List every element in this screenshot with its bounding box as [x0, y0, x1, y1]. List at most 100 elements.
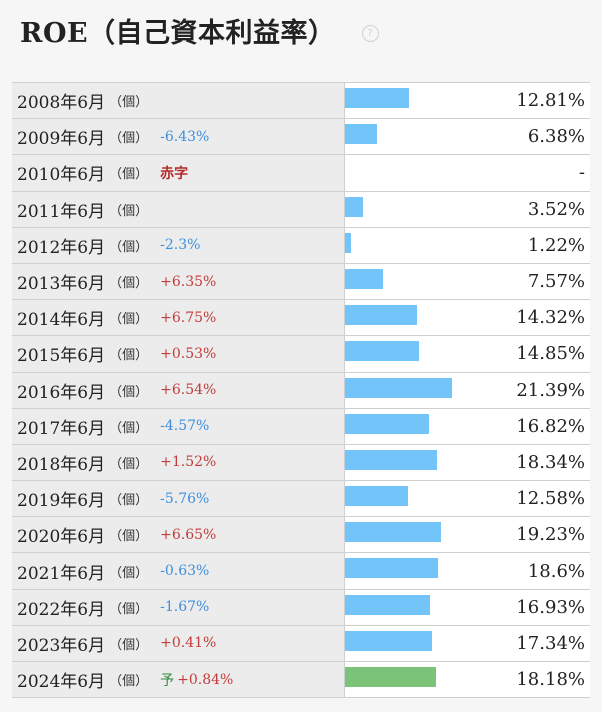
- table-row: 2020年6月 （個） +6.65% 19.23%: [12, 517, 590, 554]
- data-label: 14.85%: [516, 343, 585, 365]
- data-label: 14.32%: [516, 307, 585, 329]
- title-row: ROE（自己資本利益率） ?: [20, 8, 379, 52]
- unit-label: （個）: [109, 420, 149, 436]
- table-row: 2021年6月 （個） -0.63% 18.6%: [12, 553, 590, 590]
- unit-label: （個）: [109, 674, 149, 690]
- tick-label: 2014年6月: [17, 310, 106, 331]
- data-label: 3.52%: [527, 198, 585, 220]
- bar-cell: 21.39%: [345, 373, 590, 408]
- unit-label: （個）: [109, 312, 149, 328]
- bar-cell: 12.81%: [345, 83, 590, 118]
- tick-label: 2009年6月: [17, 129, 106, 150]
- data-bar: [345, 268, 383, 289]
- change-label: -1.67%: [160, 599, 210, 616]
- row-label: 2022年6月 （個） -1.67%: [12, 589, 345, 625]
- data-label: 18.18%: [516, 669, 585, 691]
- bar-cell: 17.34%: [345, 626, 590, 661]
- data-bar: [345, 124, 377, 145]
- unit-label: （個）: [109, 203, 149, 219]
- unit-label: （個）: [109, 131, 149, 147]
- change-label: -5.76%: [160, 490, 210, 507]
- row-label: 2015年6月 （個） +0.53%: [12, 336, 345, 372]
- unit-label: （個）: [109, 529, 149, 545]
- unit-label: （個）: [109, 348, 149, 364]
- data-label: 18.34%: [516, 451, 585, 473]
- row-label: 2012年6月 （個） -2.3%: [12, 227, 345, 263]
- roe-table: 2008年6月 （個） 12.81% 2009年6月 （個） -6.43% 6.38% 201…: [12, 82, 590, 699]
- change-label: +6.35%: [160, 273, 217, 290]
- row-label: 2018年6月 （個） +1.52%: [12, 444, 345, 481]
- tick-label: 2023年6月: [17, 635, 106, 656]
- table-row: 2018年6月 （個） +1.52% 18.34%: [12, 444, 590, 482]
- data-bar: [345, 630, 432, 651]
- table-row: 2013年6月 （個） +6.35% 7.57%: [12, 263, 590, 301]
- table-row: 2014年6月 （個） +6.75% 14.32%: [12, 300, 590, 337]
- table-row: 2022年6月 （個） -1.67% 16.93%: [12, 589, 590, 626]
- data-label: 1.22%: [527, 234, 585, 256]
- bar-cell: 19.23%: [345, 517, 590, 552]
- bar-cell: 1.22%: [345, 228, 590, 263]
- bar-cell: 18.34%: [345, 445, 590, 480]
- bar-cell: 16.93%: [345, 590, 590, 625]
- unit-label: （個）: [109, 456, 149, 472]
- tick-label: 2016年6月: [17, 382, 106, 403]
- tick-label: 2022年6月: [17, 599, 106, 620]
- tick-label: 2015年6月: [17, 346, 106, 367]
- data-label: 18.6%: [527, 560, 585, 582]
- table-row: 2016年6月 （個） +6.54% 21.39%: [12, 372, 590, 409]
- data-bar: [345, 449, 437, 470]
- data-bar: [345, 377, 452, 398]
- tick-label: 2008年6月: [17, 93, 106, 114]
- data-bar: [345, 305, 417, 326]
- change-label: +0.84%: [177, 671, 234, 688]
- table-row: 2017年6月 （個） -4.57% 16.82%: [12, 408, 590, 445]
- change-label: -6.43%: [160, 128, 210, 145]
- table-row: 2008年6月 （個） 12.81%: [12, 83, 590, 120]
- row-label: 2016年6月 （個） +6.54%: [12, 372, 345, 408]
- tick-label: 2020年6月: [17, 527, 106, 548]
- data-label: 21.39%: [516, 379, 585, 401]
- question-circle-icon[interactable]: ?: [361, 24, 379, 42]
- data-bar: [345, 522, 442, 543]
- tick-label: 2010年6月: [17, 165, 106, 186]
- row-label: 2017年6月 （個） -4.57%: [12, 408, 345, 444]
- table-row: 2019年6月 （個） -5.76% 12.58%: [12, 481, 590, 518]
- unit-label: （個）: [109, 167, 149, 183]
- data-label: 6.38%: [527, 126, 585, 148]
- data-bar: [345, 594, 430, 615]
- row-label: 2020年6月 （個） +6.65%: [12, 517, 345, 553]
- change-label: +6.65%: [160, 526, 217, 543]
- change-label: +6.54%: [160, 382, 217, 399]
- unit-label: （個）: [109, 384, 149, 400]
- bar-cell: 6.38%: [345, 119, 590, 154]
- data-bar: [345, 196, 363, 217]
- data-bar: [345, 486, 408, 507]
- bar-cell: 14.32%: [345, 300, 590, 335]
- data-label: 19.23%: [516, 524, 585, 546]
- change-label: 赤字: [160, 165, 189, 182]
- table-row: 2009年6月 （個） -6.43% 6.38%: [12, 119, 590, 156]
- change-label: +0.41%: [160, 635, 217, 652]
- change-label: +0.53%: [160, 345, 217, 362]
- page-title: ROE（自己資本利益率）: [20, 17, 336, 49]
- row-label: 2013年6月 （個） +6.35%: [12, 263, 345, 300]
- change-label: +6.75%: [160, 309, 217, 326]
- table-row: 2012年6月 （個） -2.3% 1.22%: [12, 227, 590, 264]
- row-label: 2011年6月 （個）: [12, 191, 345, 227]
- change-label: -2.3%: [160, 237, 201, 254]
- unit-label: （個）: [109, 239, 149, 255]
- table-row: 2015年6月 （個） +0.53% 14.85%: [12, 336, 590, 373]
- tick-label: 2011年6月: [17, 201, 106, 222]
- row-label: 2024年6月 （個） 予 +0.84%: [12, 662, 345, 698]
- data-label: 12.81%: [516, 90, 585, 112]
- bar-cell: 7.57%: [345, 264, 590, 299]
- row-label: 2019年6月 （個） -5.76%: [12, 481, 345, 517]
- data-label: 16.82%: [516, 415, 585, 437]
- unit-label: （個）: [109, 493, 149, 509]
- data-label: 7.57%: [527, 271, 585, 293]
- data-bar: [345, 558, 438, 579]
- row-label: 2010年6月 （個） 赤字: [12, 155, 345, 191]
- row-label: 2014年6月 （個） +6.75%: [12, 300, 345, 336]
- tick-label: 2024年6月: [17, 672, 106, 693]
- unit-label: （個）: [109, 95, 149, 111]
